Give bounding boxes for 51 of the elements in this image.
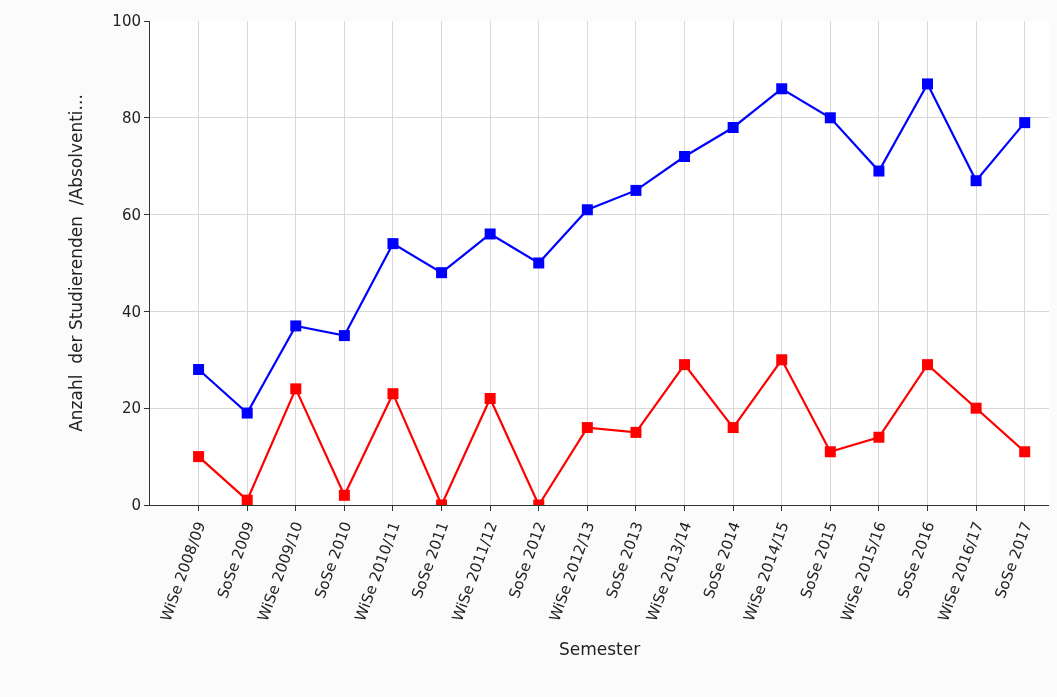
x-tick-label: SoSe 2009 [213, 519, 258, 601]
point [727, 422, 739, 434]
x-tick-label: SoSe 2016 [893, 519, 939, 601]
point [1019, 117, 1031, 129]
x-tick-label: SoSe 2015 [796, 519, 842, 601]
point [193, 451, 205, 463]
point [630, 184, 642, 196]
point [241, 494, 253, 505]
x-axis-title: Semester [558, 639, 641, 660]
y-tick-label: 60 [121, 205, 141, 224]
point [776, 354, 788, 366]
point [679, 151, 691, 163]
point [484, 393, 496, 405]
point [436, 267, 448, 279]
point [970, 175, 982, 187]
point [922, 78, 934, 90]
point [776, 83, 788, 95]
x-tick-label: SoSe 2014 [699, 519, 744, 601]
point [338, 330, 350, 342]
point [873, 431, 885, 443]
point [824, 446, 836, 458]
y-tick-label: 40 [121, 302, 141, 321]
y-tick-label: 0 [131, 496, 141, 515]
x-tick-label: SoSe 2011 [407, 519, 453, 601]
point [290, 320, 302, 332]
point [387, 238, 399, 250]
point [679, 359, 691, 371]
y-tick-label: 20 [121, 399, 141, 418]
point [484, 228, 496, 240]
point [290, 383, 302, 395]
point [824, 112, 836, 124]
y-tick-label: 80 [121, 109, 141, 128]
point [970, 402, 982, 414]
x-tick-label: SoSe 2017 [991, 519, 1036, 601]
point [193, 363, 205, 375]
point [387, 388, 399, 400]
x-tick-label: SoSe 2012 [505, 519, 550, 601]
point [922, 359, 934, 371]
y-tick-label: 100 [112, 12, 141, 31]
y-axis-title: Anzahl der Studierenden /Absolventi... [65, 94, 86, 432]
x-tick-label: SoSe 2010 [310, 519, 356, 601]
point [533, 257, 545, 269]
point [873, 165, 885, 177]
point [1019, 446, 1031, 458]
point [581, 204, 593, 216]
point [630, 426, 642, 438]
point [727, 121, 739, 133]
point [581, 422, 593, 434]
point [338, 489, 350, 501]
x-tick-label: SoSe 2013 [602, 519, 647, 601]
point [241, 407, 253, 419]
